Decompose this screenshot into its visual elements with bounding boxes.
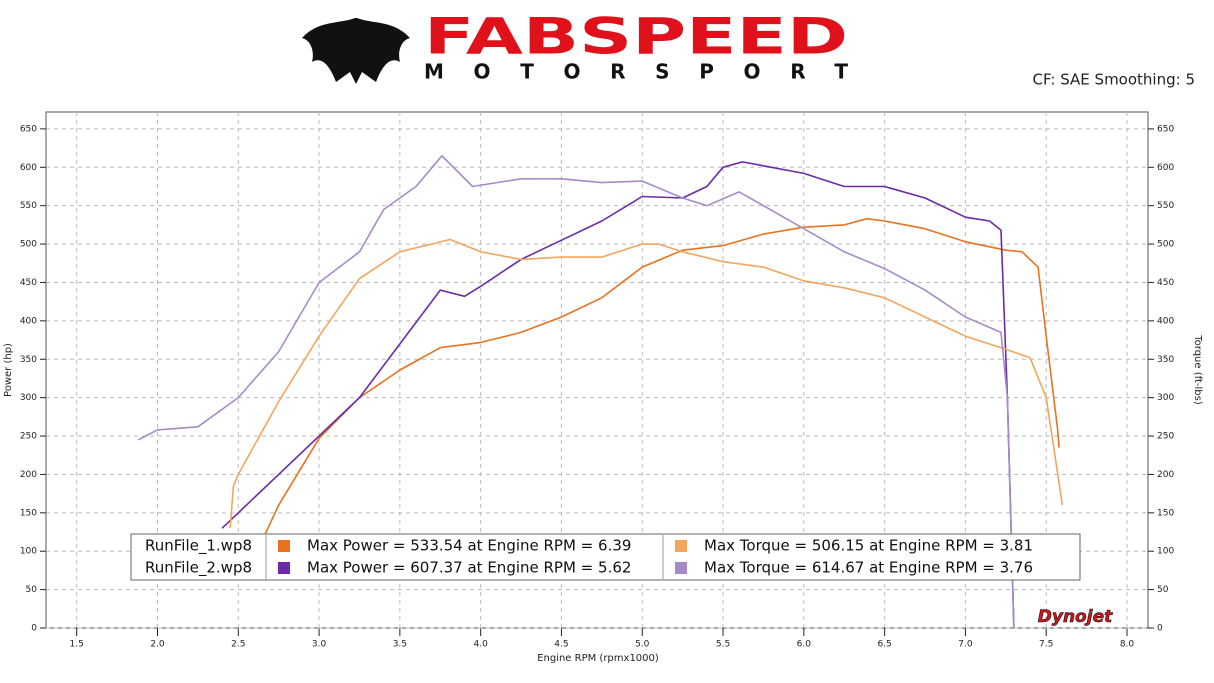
y-tick-label: 400	[20, 316, 37, 326]
y2-tick-label: 50	[1157, 585, 1169, 595]
legend-run: RunFile_2.wp8	[145, 559, 252, 578]
legend-swatch	[675, 540, 687, 552]
y-tick-label: 0	[31, 624, 37, 634]
legend-run: RunFile_1.wp8	[145, 537, 252, 556]
settings: CF: SAE Smoothing: 5	[1032, 71, 1195, 89]
y-tick-label: 350	[20, 355, 37, 365]
y-tick-label: 250	[20, 432, 37, 442]
y-tick-label: 550	[20, 201, 37, 211]
y-tick-label: 600	[20, 163, 37, 173]
legend-label: Max Power = 533.54 at Engine RPM = 6.39	[307, 537, 631, 555]
y2-axis-label: Torque (ft-lbs)	[1192, 334, 1203, 405]
x-tick-label: 5.0	[635, 640, 650, 650]
y2-tick-label: 550	[1157, 201, 1174, 211]
x-tick-label: 8.0	[1120, 640, 1135, 650]
y2-tick-label: 150	[1157, 508, 1174, 518]
grid: 1.5 2.0 2.5 3.0 3.5 4.0 4.5 5.0 5.5 6.0 6.5 7.0 7.5 8…	[20, 112, 1174, 650]
logo: FABSPEED MOTORSPORT	[302, 8, 848, 84]
x-axis-label: Engine RPM (rpmx1000)	[537, 653, 659, 664]
lines	[137, 155, 1064, 629]
y2-tick-label: 100	[1157, 547, 1174, 557]
series-line	[261, 217, 1060, 541]
x-tick-label: 4.5	[554, 640, 568, 650]
y-tick-label: 200	[20, 470, 37, 480]
legend-swatch	[675, 562, 687, 574]
series-line	[229, 238, 1064, 529]
y-tick-label: 500	[20, 240, 37, 250]
y-tick-label: 450	[20, 278, 37, 288]
x-tick-label: 3.5	[393, 640, 407, 650]
logo-bird	[302, 18, 410, 84]
y2-tick-label: 0	[1157, 624, 1163, 634]
y-tick-label: 150	[20, 508, 37, 518]
y2-tick-label: 350	[1157, 355, 1174, 365]
x-tick-label: 4.0	[473, 640, 488, 650]
x-tick-label: 5.5	[716, 640, 730, 650]
y-tick-label: 50	[26, 585, 38, 595]
legend: RunFile_1.wp8 Max Power = 533.54 at Engin…	[130, 533, 1081, 581]
y2-tick-label: 650	[1157, 124, 1174, 134]
y2-tick-label: 200	[1157, 470, 1174, 480]
watermark: Dynojet	[1038, 607, 1113, 627]
legend-label: Max Torque = 506.15 at Engine RPM = 3.81	[704, 537, 1033, 555]
y2-tick-label: 400	[1157, 316, 1174, 326]
x-tick-label: 2.0	[150, 640, 165, 650]
legend-swatch	[278, 540, 290, 552]
x-tick-label: 3.0	[312, 640, 327, 650]
legend-label: Max Power = 607.37 at Engine RPM = 5.62	[307, 559, 631, 577]
y-tick-label: 650	[20, 124, 37, 134]
x-tick-label: 7.0	[958, 640, 973, 650]
y2-tick-label: 300	[1157, 393, 1174, 403]
y2-tick-label: 500	[1157, 240, 1174, 250]
y-axis-label: Power (hp)	[3, 343, 14, 397]
legend-label: Max Torque = 614.67 at Engine RPM = 3.76	[704, 559, 1033, 577]
series-line	[137, 155, 1015, 629]
brand: FABSPEED	[424, 8, 848, 66]
y-tick-label: 300	[20, 393, 37, 403]
x-tick-label: 7.5	[1039, 640, 1053, 650]
x-tick-label: 6.0	[797, 640, 812, 650]
y-tick-label: 100	[20, 547, 37, 557]
x-tick-label: 2.5	[231, 640, 245, 650]
x-tick-label: 6.5	[877, 640, 891, 650]
y2-tick-label: 250	[1157, 432, 1174, 442]
x-tick-label: 1.5	[70, 640, 84, 650]
legend-swatch	[278, 562, 290, 574]
y2-tick-label: 450	[1157, 278, 1174, 288]
y2-tick-label: 600	[1157, 163, 1174, 173]
